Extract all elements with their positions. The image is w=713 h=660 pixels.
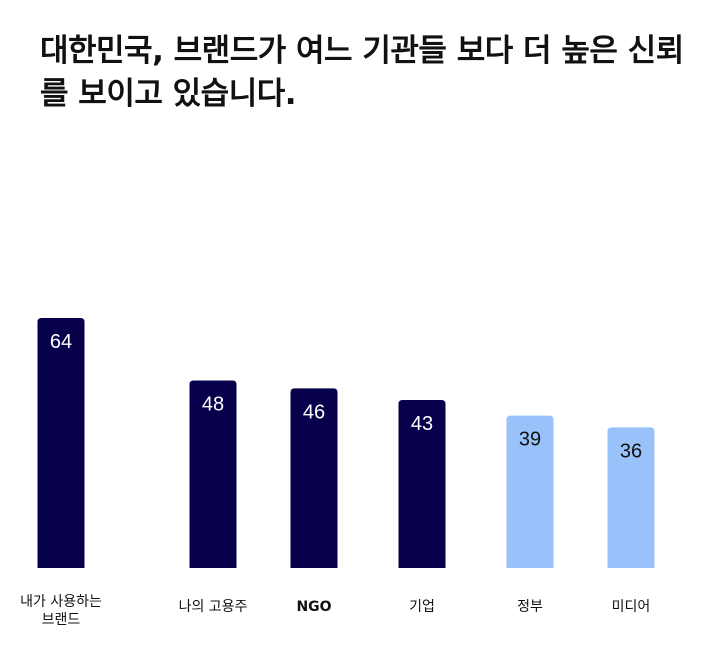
category-label-5: 미디어 bbox=[612, 599, 651, 615]
category-label-line: 나의 고용주 bbox=[179, 599, 248, 615]
category-label-1: 나의 고용주 bbox=[179, 599, 248, 615]
category-label-4: 정부 bbox=[517, 599, 543, 615]
category-label-line: 브랜드 bbox=[42, 612, 81, 628]
category-label-2: NGO bbox=[296, 599, 331, 615]
bar-5 bbox=[607, 427, 655, 568]
category-label-line: NGO bbox=[296, 599, 331, 615]
bars-group bbox=[37, 318, 655, 568]
bar-value-label-4: 39 bbox=[519, 429, 541, 451]
category-label-3: 기업 bbox=[409, 599, 435, 615]
bar-value-label-5: 36 bbox=[620, 440, 642, 462]
bar-3 bbox=[398, 400, 446, 568]
chart-title: 대한민국, 브랜드가 여느 기관들 보다 더 높은 신뢰를 보이고 있습니다. bbox=[40, 33, 684, 112]
bar-value-label-0: 64 bbox=[50, 331, 72, 353]
bar-2 bbox=[290, 388, 338, 568]
bar-value-label-2: 46 bbox=[303, 401, 325, 423]
category-label-line: 내가 사용하는 bbox=[20, 594, 102, 610]
bar-4 bbox=[506, 415, 554, 568]
bar-1 bbox=[189, 380, 237, 568]
bar-value-label-1: 48 bbox=[202, 394, 224, 416]
category-label-line: 미디어 bbox=[612, 599, 651, 615]
category-label-line: 기업 bbox=[409, 599, 435, 615]
category-label-line: 정부 bbox=[517, 599, 543, 615]
bar-0 bbox=[37, 318, 85, 568]
bar-value-label-3: 43 bbox=[411, 413, 433, 435]
value-labels-group: 64 48 46 43 39 36 bbox=[50, 331, 642, 462]
